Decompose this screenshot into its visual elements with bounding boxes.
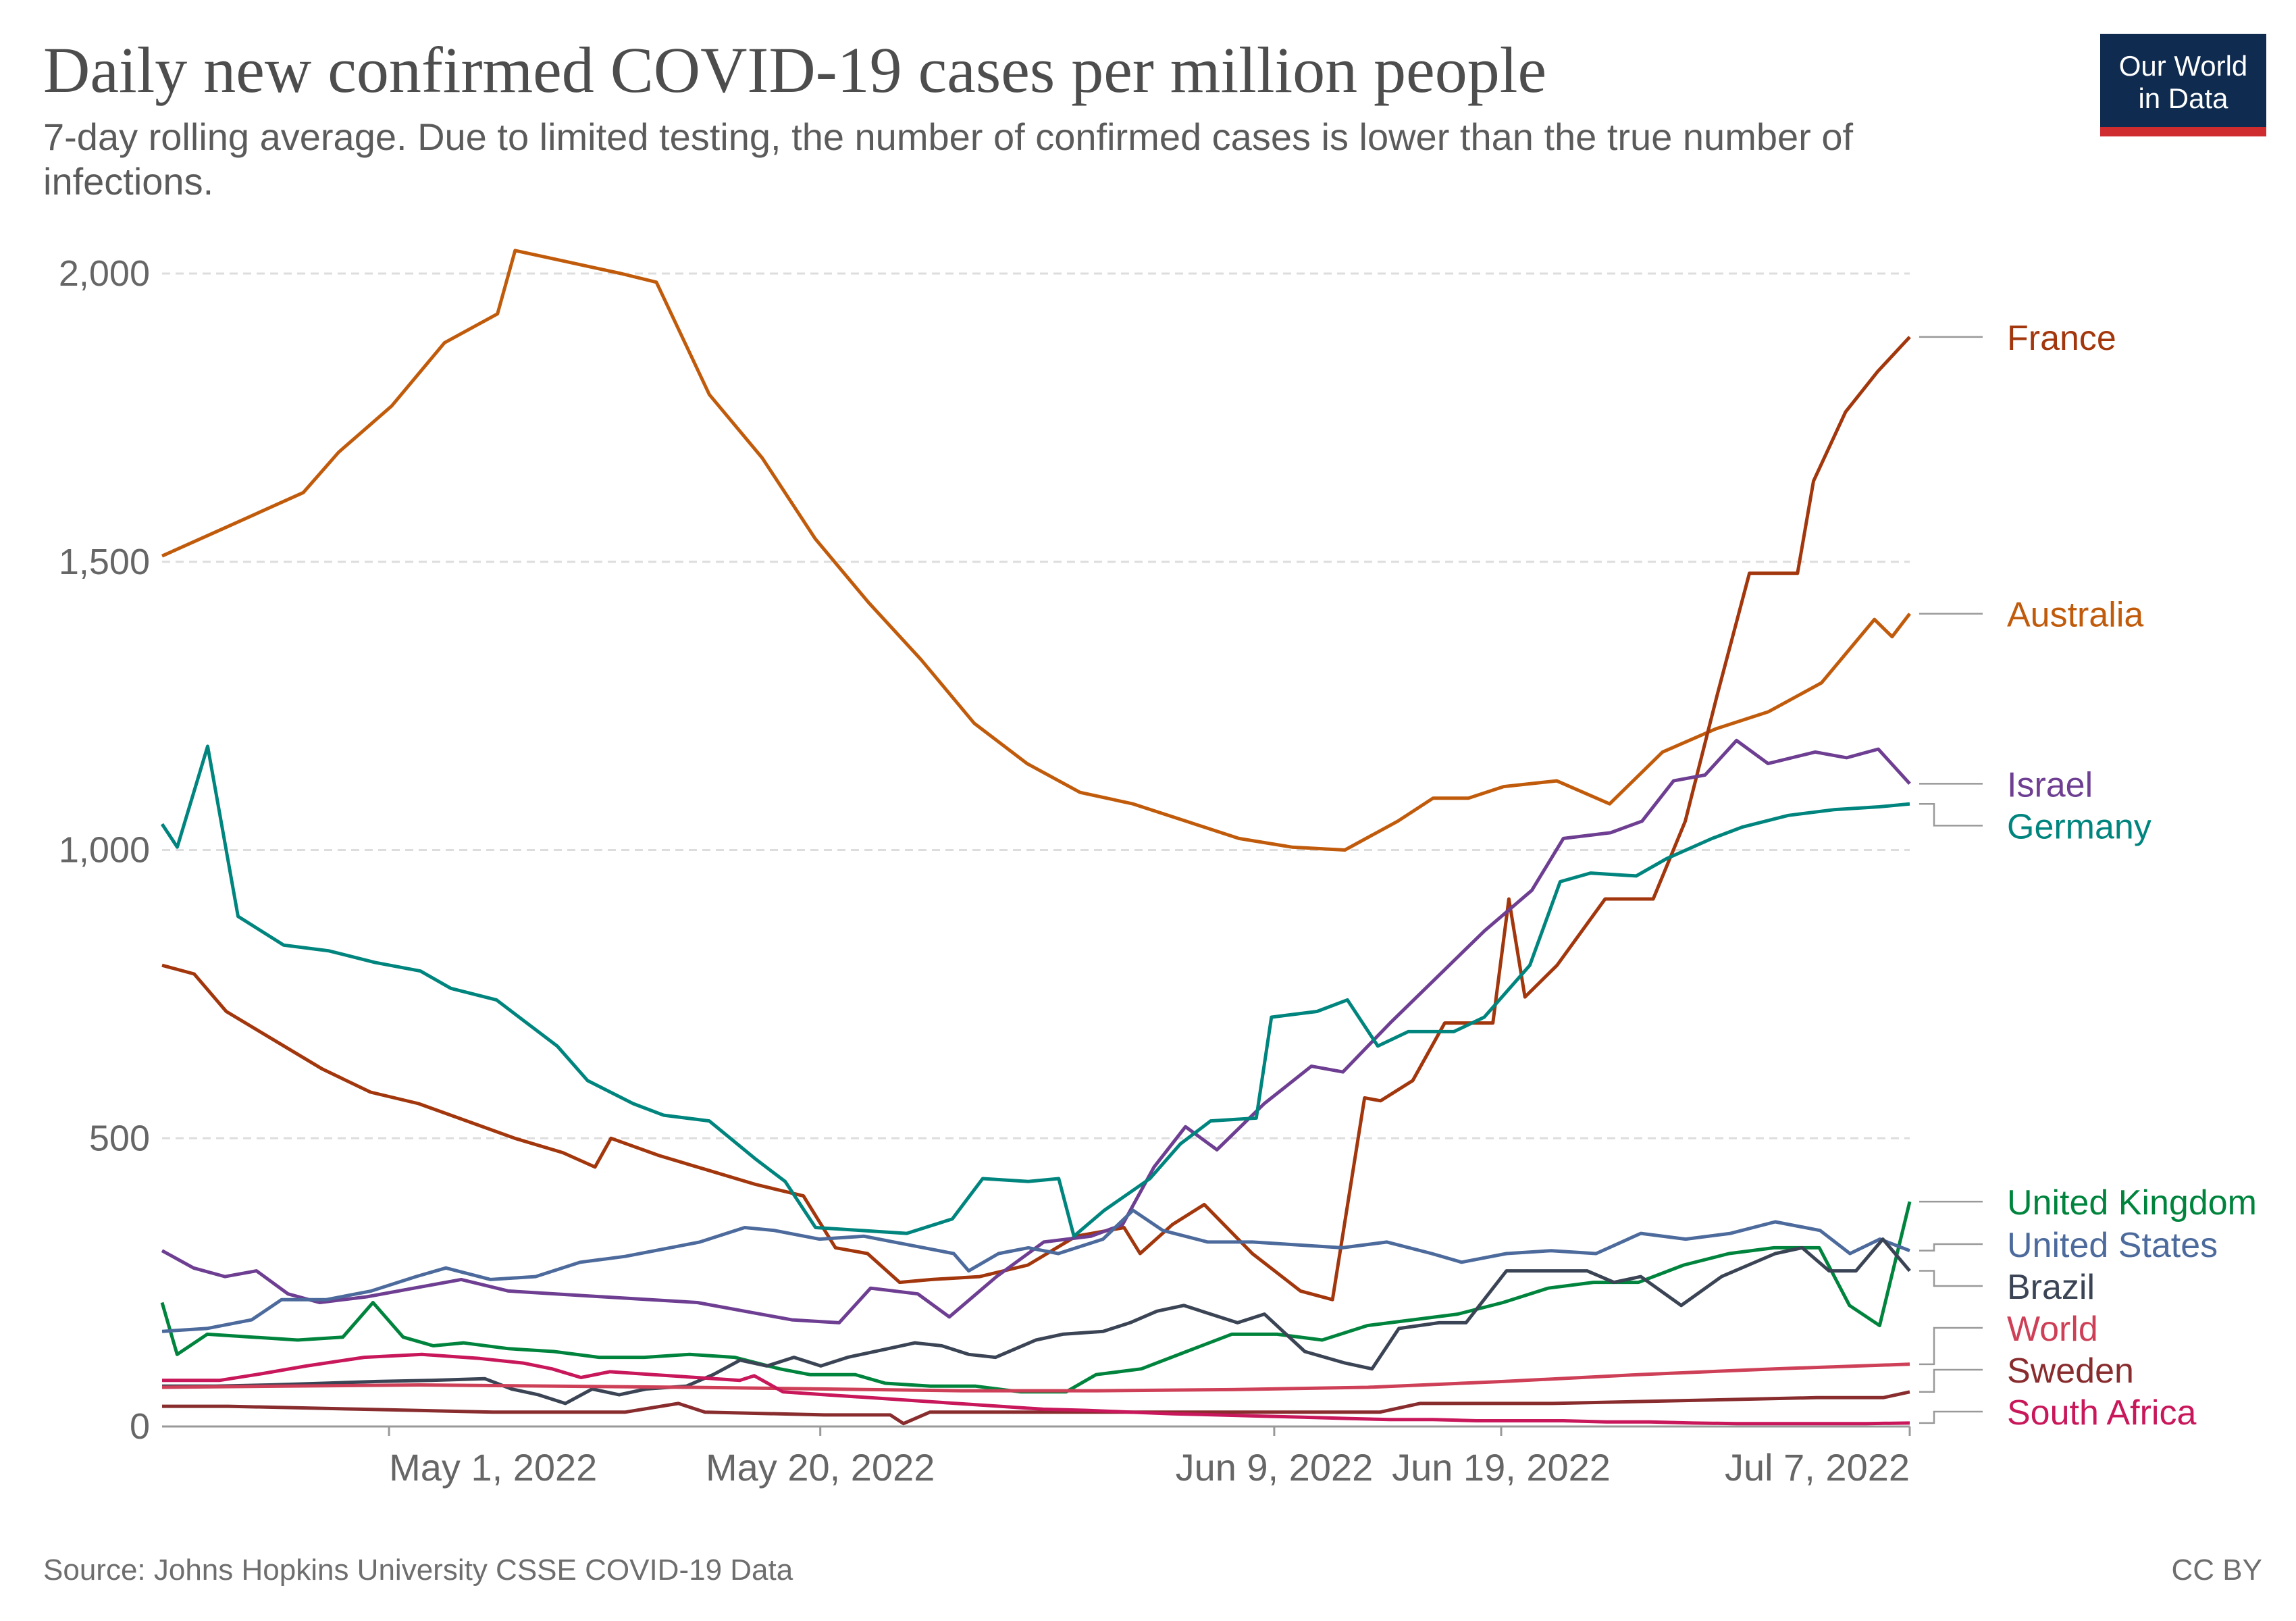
y-axis-tick-labels: 0 500 1,000 1,500 2,000	[59, 253, 150, 1447]
y-tick-label: 500	[89, 1118, 150, 1158]
y-gridlines	[162, 272, 1910, 1139]
x-axis: May 1, 2022 May 20, 2022 Jun 9, 2022 Jun 19…	[162, 1425, 1911, 1489]
series-line-world[interactable]	[161, 1362, 1910, 1393]
series-line-sweden[interactable]	[162, 1390, 1910, 1426]
series-label-brazil[interactable]: Brazil	[2007, 1268, 2095, 1307]
series-line-south-africa[interactable]	[162, 1352, 1910, 1426]
series-line-france[interactable]	[161, 336, 1911, 1302]
series-label-australia[interactable]: Australia	[2007, 596, 2143, 635]
series-line-united-states[interactable]	[161, 1208, 1910, 1333]
series-label-south-africa[interactable]: South Africa	[2007, 1393, 2196, 1433]
chart-subtitle: 7-day rolling average. Due to limited te…	[43, 115, 1854, 203]
series-line-united-kingdom[interactable]	[160, 1201, 1912, 1394]
owid-logo[interactable]: Our World in Data	[2100, 34, 2266, 136]
series-line-germany[interactable]	[160, 744, 1910, 1238]
label-connector-germany	[1919, 802, 1983, 827]
series-line-australia[interactable]	[161, 249, 1911, 852]
y-tick-label: 0	[130, 1406, 150, 1447]
x-tick-label: May 20, 2022	[706, 1446, 935, 1489]
series-label-world[interactable]: World	[2007, 1310, 2098, 1349]
series-line-israel[interactable]	[161, 738, 1911, 1324]
label-connector-sweden	[1919, 1368, 1983, 1393]
logo-line-1: Our World	[2118, 50, 2248, 82]
x-tick-label: Jun 9, 2022	[1176, 1446, 1374, 1489]
x-tick-label: May 1, 2022	[389, 1446, 597, 1489]
label-connector-south-africa	[1919, 1410, 1983, 1424]
x-tick-label: Jul 7, 2022	[1725, 1446, 1910, 1489]
x-tick-label: Jun 19, 2022	[1392, 1446, 1611, 1489]
chart-title: Daily new confirmed COVID-19 cases per m…	[43, 34, 1547, 106]
y-tick-label: 1,000	[59, 830, 150, 871]
series-label-germany[interactable]: Germany	[2007, 807, 2151, 846]
logo-line-2: in Data	[2138, 82, 2228, 114]
series-label-united-states[interactable]: United States	[2007, 1226, 2218, 1265]
y-tick-label: 1,500	[59, 542, 150, 582]
series-label-france[interactable]: France	[2007, 319, 2116, 358]
series-label-israel[interactable]: Israel	[2007, 765, 2093, 804]
series-label-united-kingdom[interactable]: United Kingdom	[2007, 1183, 2257, 1223]
label-connector-united-states	[1919, 1243, 1983, 1252]
source-note: Source: Johns Hopkins University CSSE CO…	[43, 1553, 793, 1587]
series-lines	[160, 249, 1912, 1426]
series-line-brazil[interactable]	[162, 1237, 1911, 1406]
label-connector-world	[1919, 1327, 1983, 1366]
label-connector-brazil	[1919, 1270, 1983, 1287]
y-tick-label: 2,000	[59, 253, 150, 294]
license-link[interactable]: CC BY	[2171, 1553, 2262, 1587]
series-label-sweden[interactable]: Sweden	[2007, 1352, 2134, 1391]
